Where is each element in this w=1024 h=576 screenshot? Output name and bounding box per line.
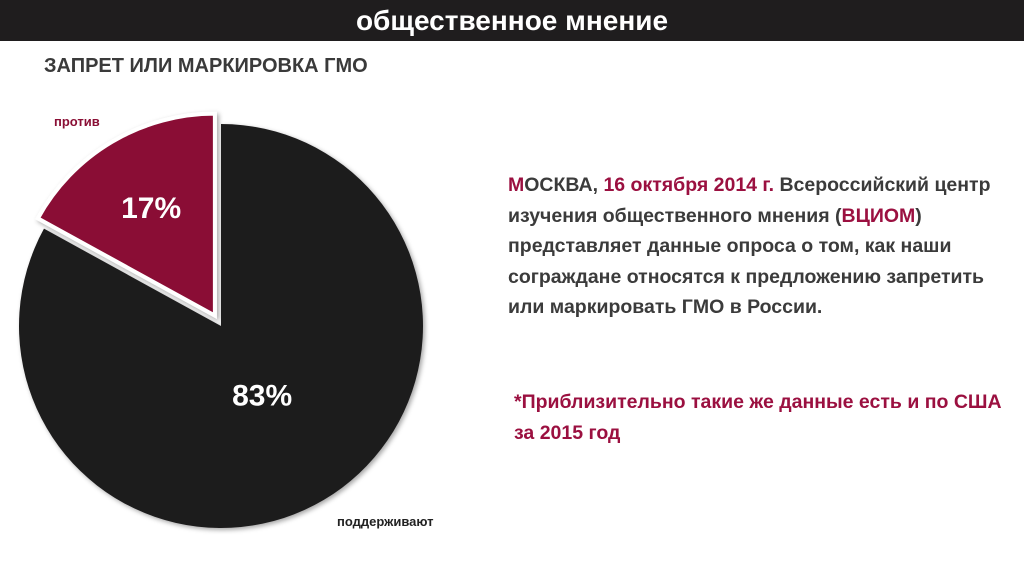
description-part2: ) представляет данные опроса о том, как … <box>508 204 985 319</box>
org-name: ВЦИОМ <box>841 204 916 227</box>
pie-label-against: 17% <box>121 192 181 225</box>
slice-name-support: поддерживают <box>337 514 434 529</box>
pie-label-support: 83% <box>232 380 292 413</box>
city-initial: М <box>508 174 525 196</box>
pie-slice-against <box>35 111 217 320</box>
pie-slice-support <box>19 124 424 528</box>
date: 16 октября 2014 г. <box>603 174 775 196</box>
slice-name-against: против <box>54 114 100 129</box>
description-part1: Всероссийский центр изучения общественно… <box>508 174 991 227</box>
description-text: МОСКВА, 16 октября 2014 г. Всероссийский… <box>508 170 998 323</box>
header-banner: общественное мнение <box>0 0 1024 41</box>
city-rest: ОСКВА, <box>524 174 604 196</box>
header-title: общественное мнение <box>355 4 669 36</box>
footnote: *Приблизительно такие же данные есть и п… <box>514 391 1002 444</box>
chart-title: ЗАПРЕТ ИЛИ МАРКИРОВКА ГМО <box>44 55 368 77</box>
